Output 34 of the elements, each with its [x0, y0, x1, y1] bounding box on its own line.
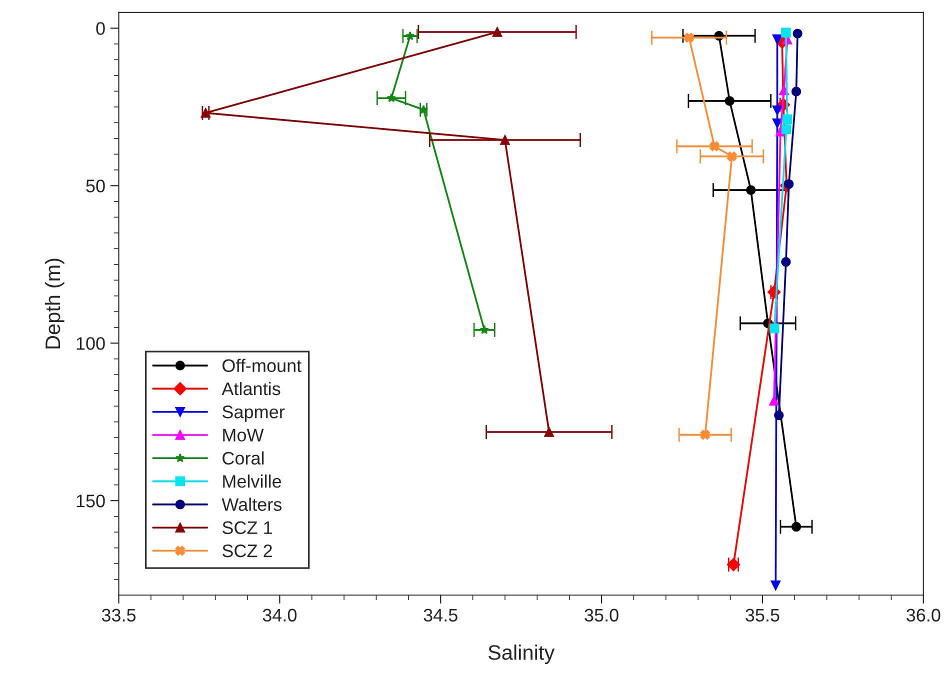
point — [772, 118, 782, 128]
y-tick-label: 0 — [96, 22, 105, 35]
legend-label: SCZ 2 — [222, 544, 272, 558]
point — [792, 28, 802, 38]
legend-label: MoW — [223, 428, 264, 442]
legend-label: Coral — [222, 451, 264, 465]
legend-label: SCZ 1 — [222, 521, 272, 534]
y-tick-label: 50 — [86, 180, 105, 192]
point — [770, 323, 780, 334]
legend-label: Atlantis — [222, 382, 280, 396]
legend-label: Off-mount — [222, 358, 302, 372]
legend-label: Sapmer — [222, 406, 285, 422]
x-tick-label: 35.5 — [746, 608, 780, 622]
point — [774, 410, 784, 420]
point — [781, 124, 792, 134]
point — [772, 34, 782, 44]
x-tick-label: 34.0 — [262, 608, 297, 622]
legend-label: Walters — [222, 498, 282, 511]
point — [781, 257, 791, 267]
legend-label: Melville — [223, 474, 282, 488]
point — [782, 114, 792, 124]
point — [770, 580, 781, 590]
point — [791, 86, 802, 96]
y-tick-label: 150 — [76, 494, 105, 508]
x-tick-label: 33.5 — [102, 608, 136, 622]
y-axis-title: Depth (m) — [44, 258, 64, 348]
x-tick-label: 34.5 — [424, 608, 458, 622]
x-axis-title: Salinity — [488, 644, 555, 664]
x-tick-label: 35.0 — [584, 608, 618, 622]
point — [772, 106, 782, 116]
point — [781, 28, 791, 38]
x-tick-label: 36.0 — [906, 608, 940, 622]
y-tick-label: 100 — [76, 337, 105, 350]
point — [769, 396, 779, 406]
